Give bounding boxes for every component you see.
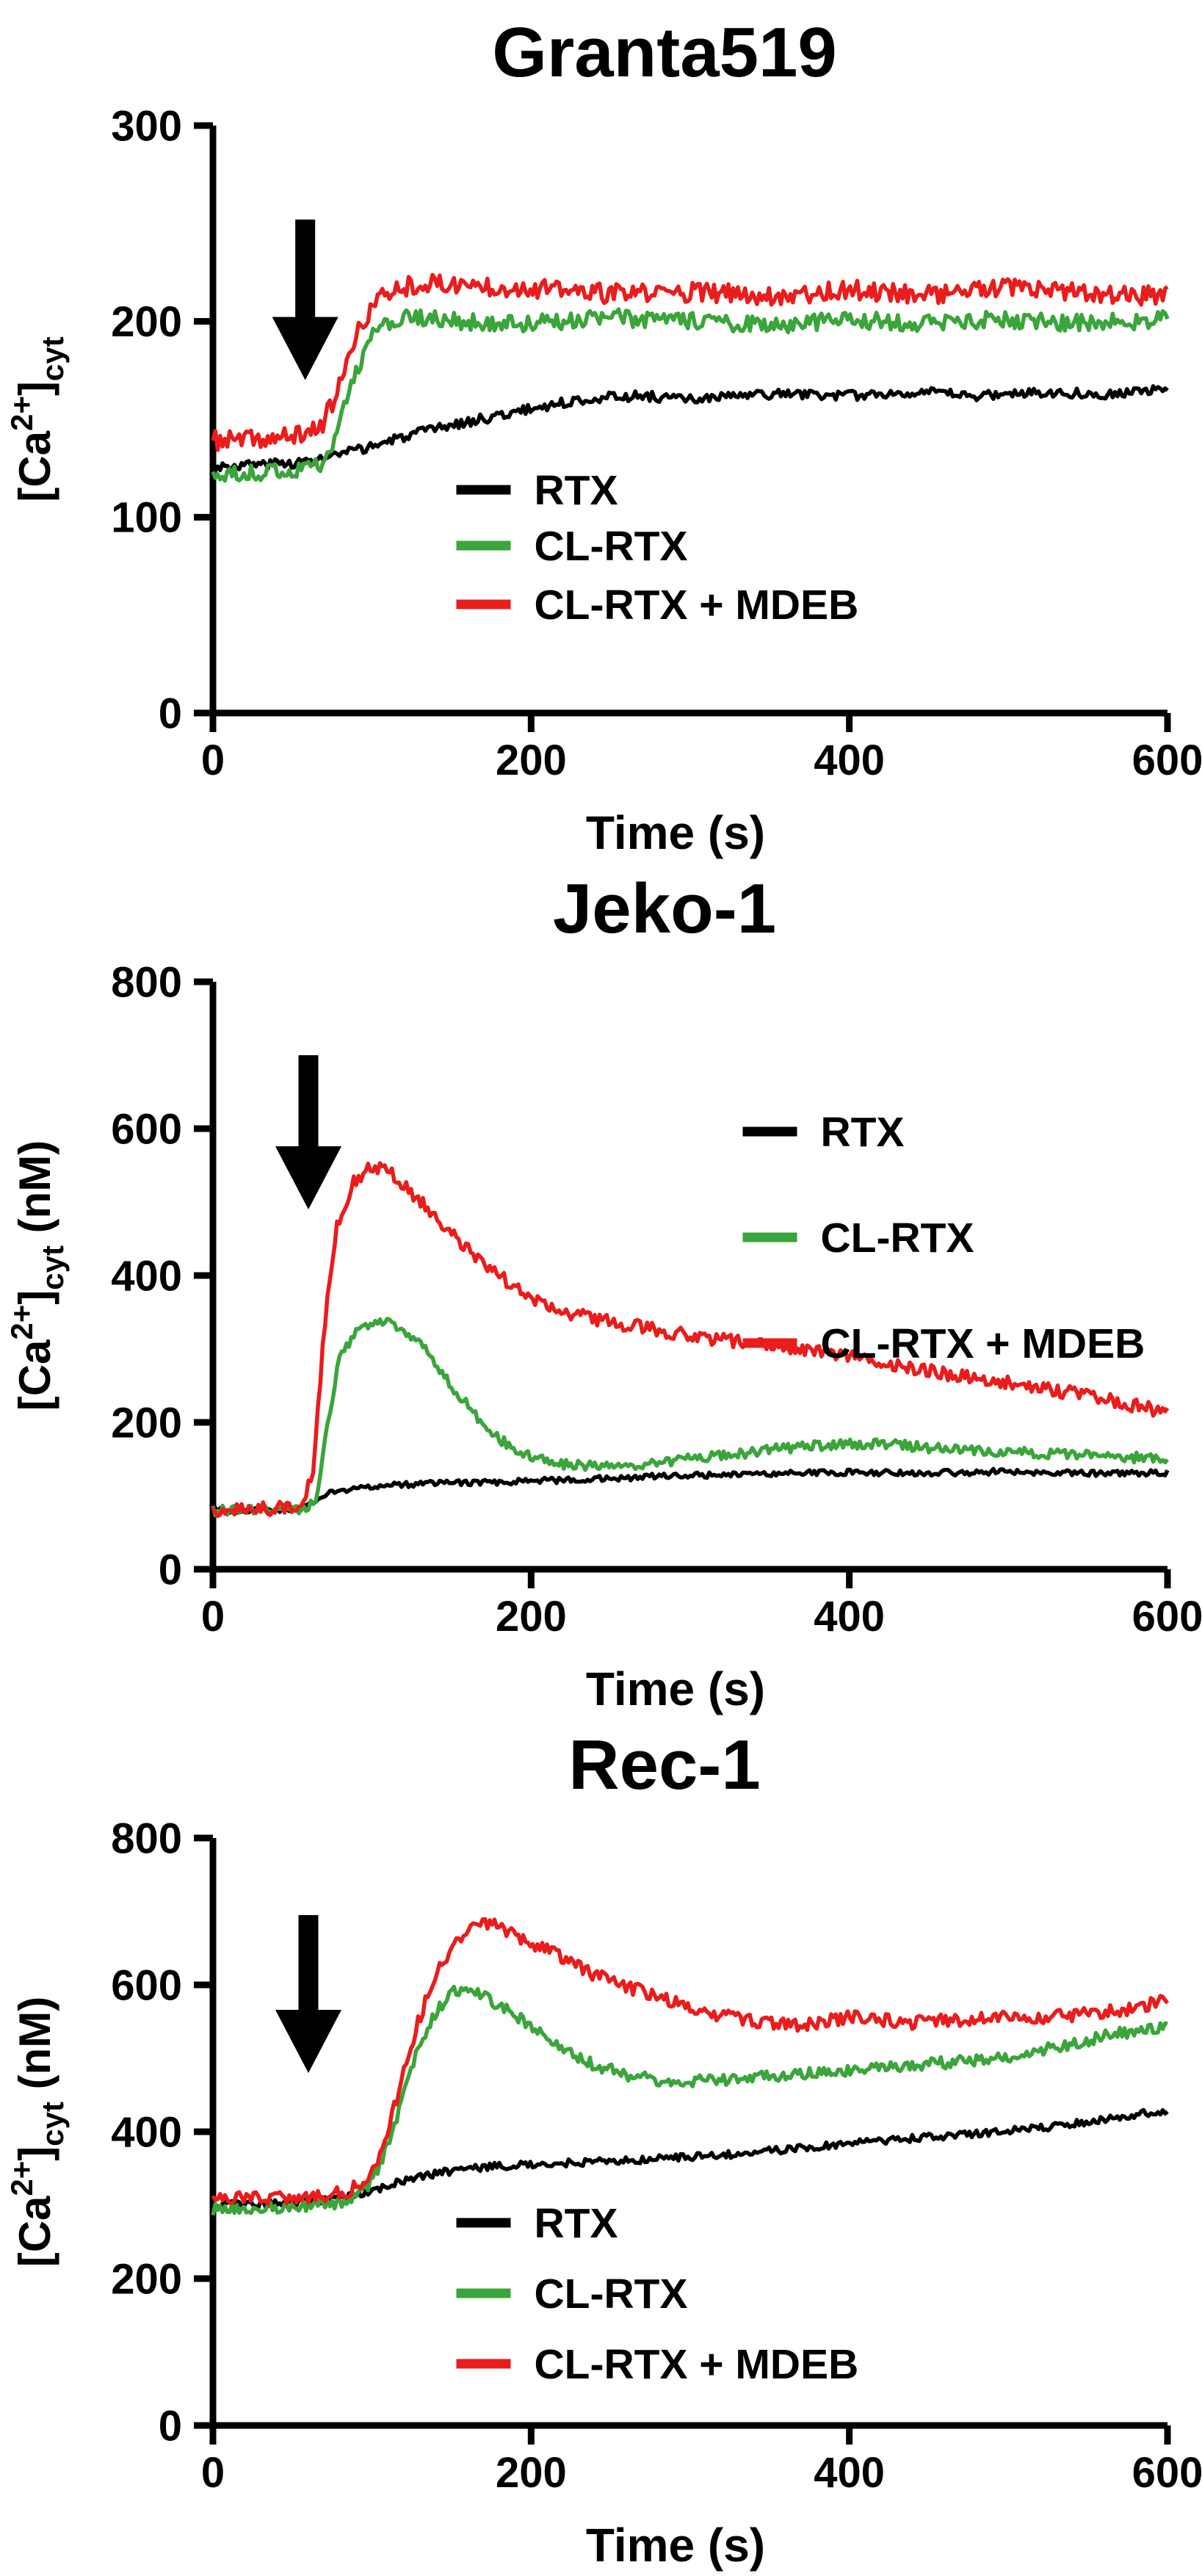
injection-arrow	[275, 1055, 341, 1209]
chart-title: Jeko-1	[553, 869, 776, 948]
x-tick-label: 600	[1132, 737, 1202, 784]
series-trace-red	[211, 272, 1169, 452]
series-trace-green	[211, 1317, 1170, 1518]
x-axis-label: Time (s)	[586, 806, 765, 859]
series-trace-red	[211, 1917, 1170, 2207]
x-tick-label: 200	[496, 2449, 567, 2497]
y-tick-label: 200	[111, 1399, 182, 1447]
x-tick-label: 400	[814, 2449, 885, 2497]
series-trace-black	[211, 2108, 1169, 2210]
chart-jeko-1: Jeko-1 0 200 400 600 800 0 200 400 600 [Ca2+]cyt (…	[0, 861, 1202, 1717]
y-tick-label: 200	[111, 298, 182, 346]
x-tick-label: 0	[201, 1593, 225, 1640]
legend-label: CL-RTX + MDEB	[535, 2341, 859, 2388]
x-axis-label: Time (s)	[586, 2519, 765, 2572]
axes-frame	[209, 1838, 1167, 2429]
y-tick-label: 800	[111, 958, 182, 1006]
injection-arrow-head	[275, 2010, 341, 2073]
y-tick-label: 200	[111, 2255, 182, 2303]
chart-granta519: Granta519 0 100 200 300 0 200 400 600 [Ca2+]cyt Ti…	[0, 4, 1202, 861]
y-axis-label: [Ca2+]cyt (nM)	[4, 1140, 70, 1411]
x-tick-label: 200	[496, 737, 567, 784]
y-tick-label: 0	[159, 1546, 182, 1593]
x-tick-label: 200	[496, 1593, 567, 1640]
series-trace-red	[211, 1161, 1170, 1519]
series-trace-green	[211, 1984, 1168, 2216]
chart-title: Rec-1	[568, 1726, 760, 1804]
y-tick-label: 400	[111, 2108, 182, 2156]
chart-title: Granta519	[492, 13, 837, 92]
injection-arrow-head	[275, 1146, 341, 1209]
y-tick-label: 600	[111, 1105, 182, 1153]
injection-arrow	[275, 1915, 341, 2073]
x-tick-label: 400	[814, 1593, 885, 1640]
series-trace-green	[211, 307, 1170, 483]
axes-frame	[209, 982, 1167, 1573]
series-trace-black	[211, 1466, 1170, 1516]
legend-label: CL-RTX	[821, 1215, 974, 1262]
x-tick-label: 600	[1132, 1593, 1202, 1640]
x-tick-label: 600	[1132, 2449, 1202, 2497]
y-tick-label: 600	[111, 1961, 182, 2009]
y-tick-label: 300	[111, 102, 182, 150]
x-tick-label: 0	[201, 2449, 225, 2497]
y-axis-label: [Ca2+]cyt (nM)	[4, 1997, 70, 2268]
y-tick-label: 100	[111, 494, 182, 542]
legend-label: RTX	[535, 467, 618, 514]
y-tick-label: 800	[111, 1815, 182, 1862]
chart-rec-1: Rec-1 0 200 400 600 800 0 200 400 600 [Ca2+]cyt (n…	[0, 1717, 1202, 2573]
x-tick-label: 0	[201, 737, 225, 784]
y-tick-label: 400	[111, 1252, 182, 1300]
y-tick-label: 0	[159, 690, 182, 737]
legend-label: CL-RTX	[535, 2271, 688, 2318]
y-axis-label: [Ca2+]cyt	[4, 336, 70, 502]
legend-label: CL-RTX	[535, 523, 688, 570]
legend-label: RTX	[821, 1109, 905, 1156]
injection-arrow-head	[272, 316, 338, 380]
injection-arrow	[272, 220, 338, 380]
x-axis-label: Time (s)	[586, 1663, 765, 1715]
x-tick-label: 400	[814, 737, 885, 784]
y-tick-label: 0	[159, 2402, 182, 2450]
legend-label: CL-RTX + MDEB	[821, 1320, 1145, 1367]
legend-label: CL-RTX + MDEB	[535, 582, 859, 629]
series-trace-black	[211, 384, 1169, 473]
legend-label: RTX	[535, 2200, 618, 2247]
